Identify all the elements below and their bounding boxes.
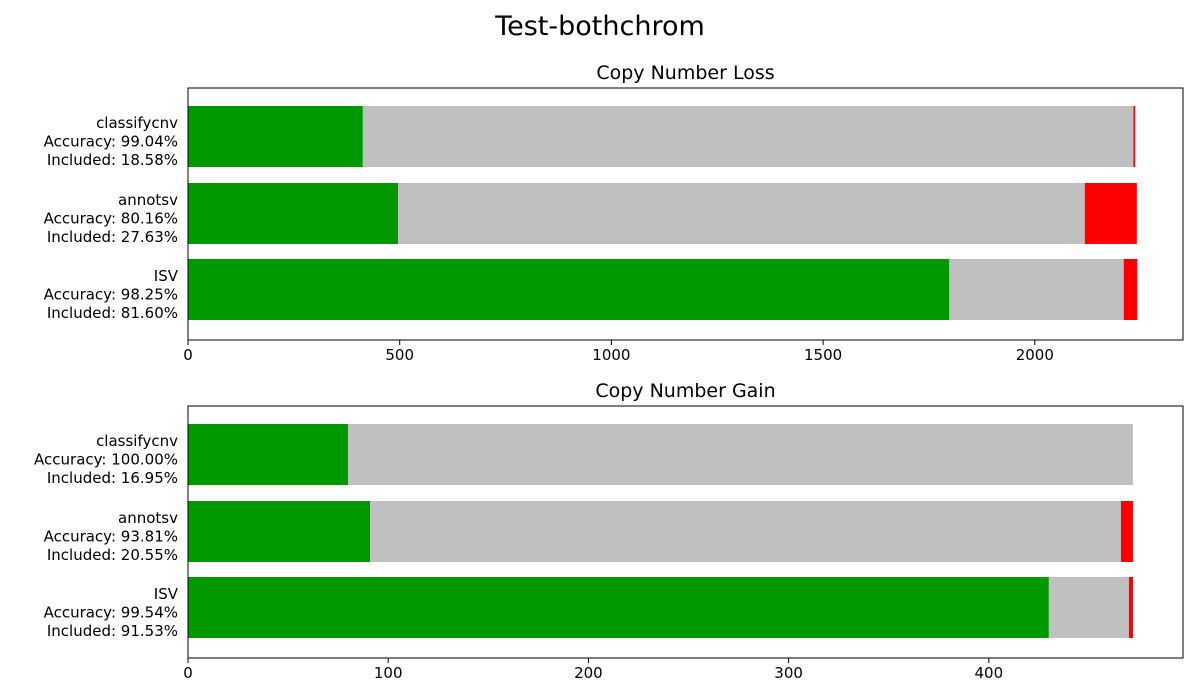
category-label: annotsv: [118, 191, 178, 209]
category-label: classifycnv: [96, 114, 178, 132]
bar-incorrect: [1084, 183, 1137, 244]
category-label: ISV: [154, 585, 179, 603]
category-label: Included: 81.60%: [47, 304, 178, 322]
category-label: ISV: [154, 267, 179, 285]
category-label: Accuracy: 80.16%: [44, 210, 178, 228]
bar-correct: [188, 424, 349, 485]
category-label: Included: 27.63%: [47, 228, 178, 246]
category-label: Accuracy: 99.04%: [44, 133, 178, 151]
x-tick-label: 2000: [1016, 346, 1054, 364]
bar-correct: [188, 106, 363, 167]
panel-title: Copy Number Loss: [596, 62, 774, 84]
bar-incorrect: [1133, 106, 1136, 167]
category-label: Accuracy: 100.00%: [34, 451, 178, 469]
category-label: Accuracy: 98.25%: [44, 286, 178, 304]
category-label: Included: 91.53%: [47, 622, 178, 640]
bar-correct: [188, 259, 950, 320]
bar-incorrect: [1123, 259, 1138, 320]
bar-excluded: [949, 259, 1124, 320]
bar-excluded: [370, 501, 1121, 562]
category-label: Accuracy: 99.54%: [44, 604, 178, 622]
bar-excluded: [348, 424, 1133, 485]
category-label: Included: 18.58%: [47, 151, 178, 169]
x-tick-label: 1000: [592, 346, 630, 364]
axes-frame: [187, 87, 1184, 341]
axes-frame: [187, 405, 1184, 659]
category-label: Included: 16.95%: [47, 469, 178, 487]
x-tick-label: 400: [974, 664, 1003, 682]
x-tick-label: 0: [183, 346, 193, 364]
x-tick-label: 200: [574, 664, 603, 682]
x-tick-label: 300: [774, 664, 803, 682]
bar-incorrect: [1120, 501, 1133, 562]
bar-correct: [188, 577, 1049, 638]
category-label: Included: 20.55%: [47, 546, 178, 564]
x-tick-label: 0: [183, 664, 193, 682]
category-label: annotsv: [118, 509, 178, 527]
x-tick-label: 100: [374, 664, 403, 682]
x-tick-label: 1500: [804, 346, 842, 364]
panel-title: Copy Number Gain: [595, 380, 775, 402]
category-label: Accuracy: 93.81%: [44, 528, 178, 546]
figure-title: Test-bothchrom: [494, 11, 705, 42]
bar-excluded: [362, 106, 1134, 167]
bar-excluded: [1048, 577, 1129, 638]
bar-correct: [188, 183, 399, 244]
category-label: classifycnv: [96, 432, 178, 450]
x-tick-label: 500: [385, 346, 414, 364]
bar-correct: [188, 501, 371, 562]
bar-incorrect: [1128, 577, 1133, 638]
bar-excluded: [398, 183, 1085, 244]
